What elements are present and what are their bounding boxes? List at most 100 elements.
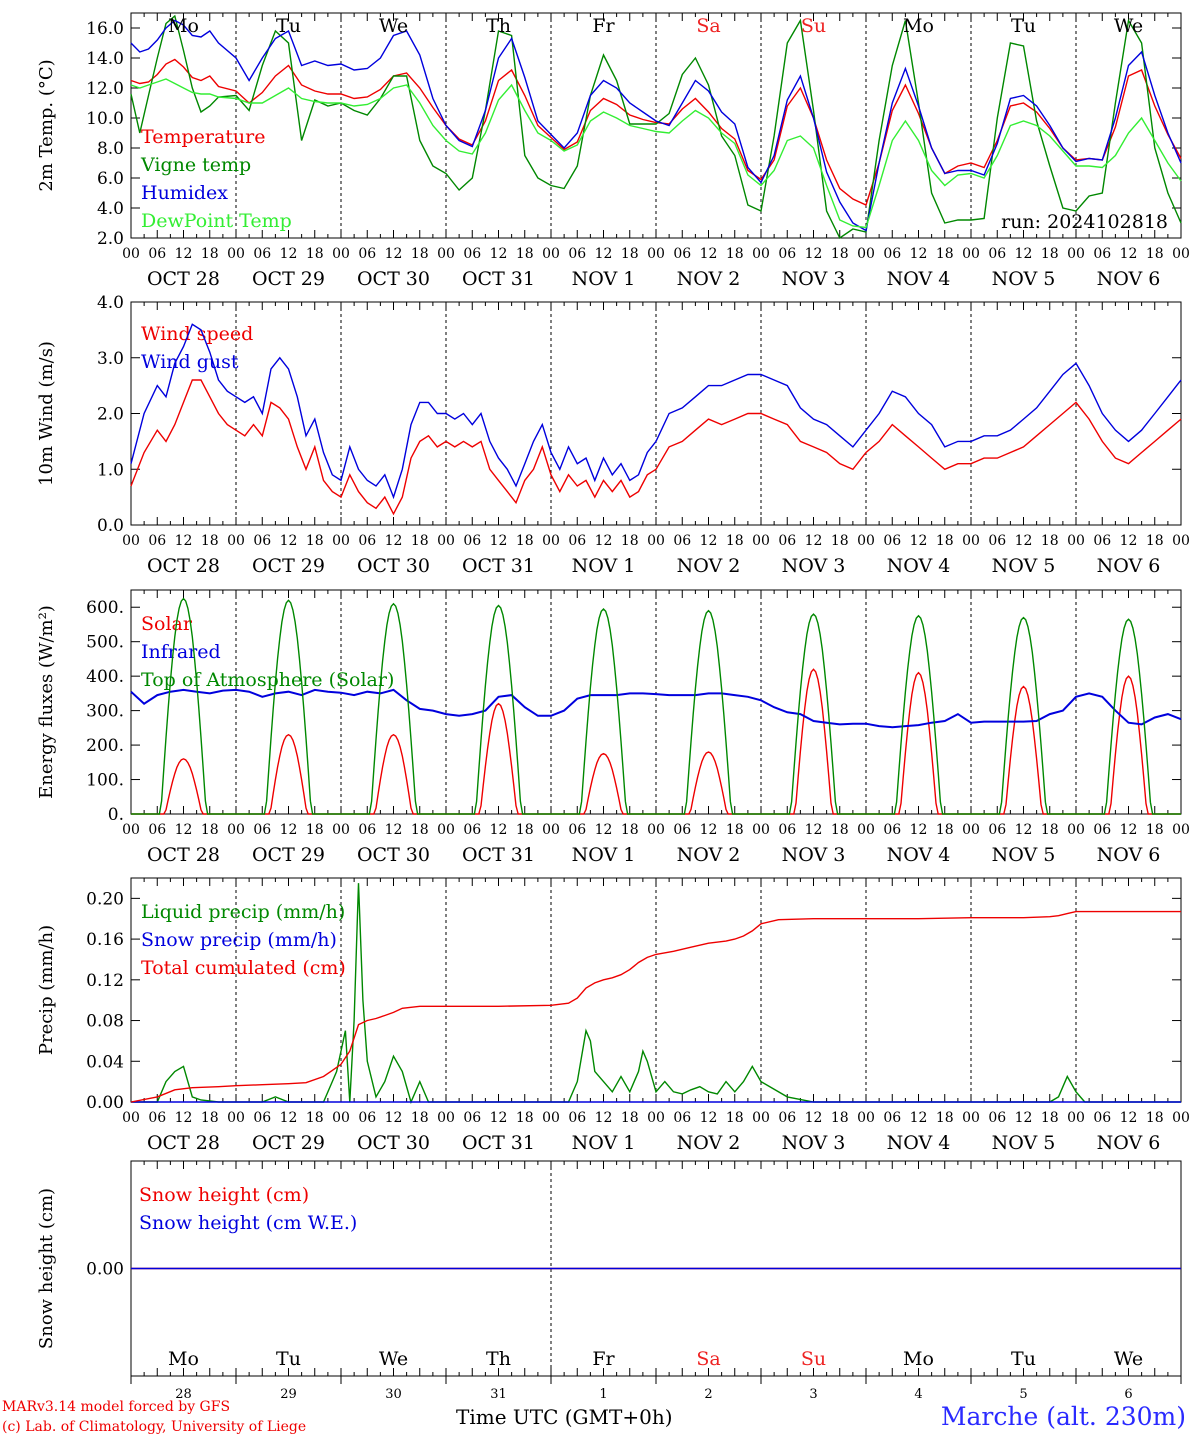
hour-tick-label: 18 [306,246,324,262]
weekday-label: Th [486,1348,511,1370]
legend-entry: Snow height (cm W.E.) [139,1212,357,1234]
hour-tick-label: 18 [306,533,324,549]
hour-tick-label: 18 [1041,1110,1059,1126]
hour-tick-label: 00 [542,246,560,262]
legend-entry: Humidex [141,182,228,204]
y-axis-label: 2m Temp. (°C) [36,59,57,191]
date-tick-label: NOV 2 [677,268,741,290]
panel-1: 2.0 4.0 6.0 8.0 10.0 12.0 14.0 16.0 2m Temp. (°C… [36,12,1190,290]
hour-tick-label: 18 [621,822,639,838]
hour-tick-label: 12 [490,822,508,838]
hour-tick-label: 00 [962,533,980,549]
hour-tick-label: 12 [805,533,823,549]
y-tick-label: 10.0 [86,109,124,129]
hour-tick-label: 12 [490,1110,508,1126]
weekday-label: Tu [276,1348,301,1370]
hour-tick-label: 00 [122,822,140,838]
hour-tick-label: 00 [122,246,140,262]
hour-tick-label: 06 [988,822,1006,838]
hour-tick-label: 00 [332,533,350,549]
hour-tick-label: 00 [227,533,245,549]
hour-tick-label: 12 [490,246,508,262]
hour-tick-label: 06 [463,1110,481,1126]
date-tick-label: NOV 5 [992,844,1056,866]
run-label: run: 2024102818 [1001,211,1168,233]
weekday-label: Mo [903,1348,934,1370]
hour-tick-label: 12 [385,246,403,262]
y-tick-label: 0.12 [86,971,124,991]
y-tick-label: 8.0 [97,139,124,159]
hour-tick-label: 06 [568,533,586,549]
weekday-label: We [1114,1348,1143,1370]
hour-tick-label: 06 [1093,822,1111,838]
series-line [130,78,1182,229]
hour-tick-label: 00 [647,246,665,262]
y-tick-label: 2.0 [97,229,124,249]
date-tick-label: NOV 3 [782,555,846,577]
day-number-label: 6 [1124,1387,1132,1402]
hour-tick-label: 12 [910,533,928,549]
y-tick-label: 4.0 [97,199,124,219]
y-axis-label: 10m Wind (m/s) [36,341,57,486]
hour-tick-label: 06 [778,246,796,262]
hour-tick-label: 06 [883,822,901,838]
hour-tick-label: 18 [621,533,639,549]
y-tick-label: 12.0 [86,79,124,99]
hour-tick-label: 06 [463,246,481,262]
date-tick-label: OCT 31 [462,844,535,866]
weekday-label: Fr [592,1348,615,1370]
y-axis-label: Precip (mm/h) [36,925,57,1055]
weekday-label: Th [486,15,511,37]
hour-tick-label: 00 [1172,533,1190,549]
panel-2: 0.0 1.0 2.0 3.0 4.0 10m Wind (m/s) 00 06 12 18 00 0… [36,293,1190,577]
hour-tick-label: 12 [595,1110,613,1126]
hour-tick-label: 12 [700,246,718,262]
hour-tick-label: 18 [1146,246,1164,262]
hour-tick-label: 00 [752,822,770,838]
hour-tick-label: 12 [175,1110,193,1126]
weekday-label: Fr [592,15,615,37]
hour-tick-label: 06 [673,533,691,549]
y-tick-label: 400. [86,667,124,687]
hour-tick-label: 18 [621,246,639,262]
y-tick-label: 0.00 [86,1260,124,1280]
hour-tick-label: 18 [1041,533,1059,549]
hour-tick-label: 00 [857,1110,875,1126]
day-number-label: 1 [599,1387,607,1402]
hour-tick-label: 00 [332,822,350,838]
hour-tick-label: 12 [280,533,298,549]
hour-tick-label: 06 [253,1110,271,1126]
hour-tick-label: 12 [595,533,613,549]
hour-tick-label: 18 [411,533,429,549]
hour-tick-label: 18 [201,1110,219,1126]
weekday-label: Tu [1011,15,1036,37]
hour-tick-label: 06 [253,533,271,549]
hour-tick-label: 00 [227,822,245,838]
hour-tick-label: 18 [1146,822,1164,838]
y-tick-label: 4.0 [97,293,124,313]
hour-tick-label: 00 [1067,533,1085,549]
hour-tick-label: 06 [358,822,376,838]
hour-tick-label: 12 [385,822,403,838]
hour-tick-label: 12 [280,822,298,838]
legend-entry: Top of Atmosphere (Solar) [141,669,394,691]
date-tick-label: OCT 29 [252,844,325,866]
date-tick-label: NOV 5 [992,268,1056,290]
hour-tick-label: 18 [621,1110,639,1126]
hour-tick-label: 12 [1015,822,1033,838]
hour-tick-label: 18 [726,533,744,549]
plot-frame [130,589,1182,815]
hour-tick-label: 12 [175,822,193,838]
hour-tick-label: 18 [201,533,219,549]
hour-tick-label: 12 [490,533,508,549]
hour-tick-label: 06 [883,246,901,262]
panel-3: 0. 100. 200. 300. 400. 500. 600. Energy fluxes … [36,589,1190,866]
day-number-label: 31 [490,1387,507,1402]
hour-tick-label: 00 [1067,246,1085,262]
hour-tick-label: 00 [647,533,665,549]
hour-tick-label: 00 [962,1110,980,1126]
series-line [131,597,1181,815]
legend-entry: Snow precip (mm/h) [141,929,337,951]
hour-tick-label: 06 [673,246,691,262]
date-tick-label: OCT 30 [357,268,430,290]
